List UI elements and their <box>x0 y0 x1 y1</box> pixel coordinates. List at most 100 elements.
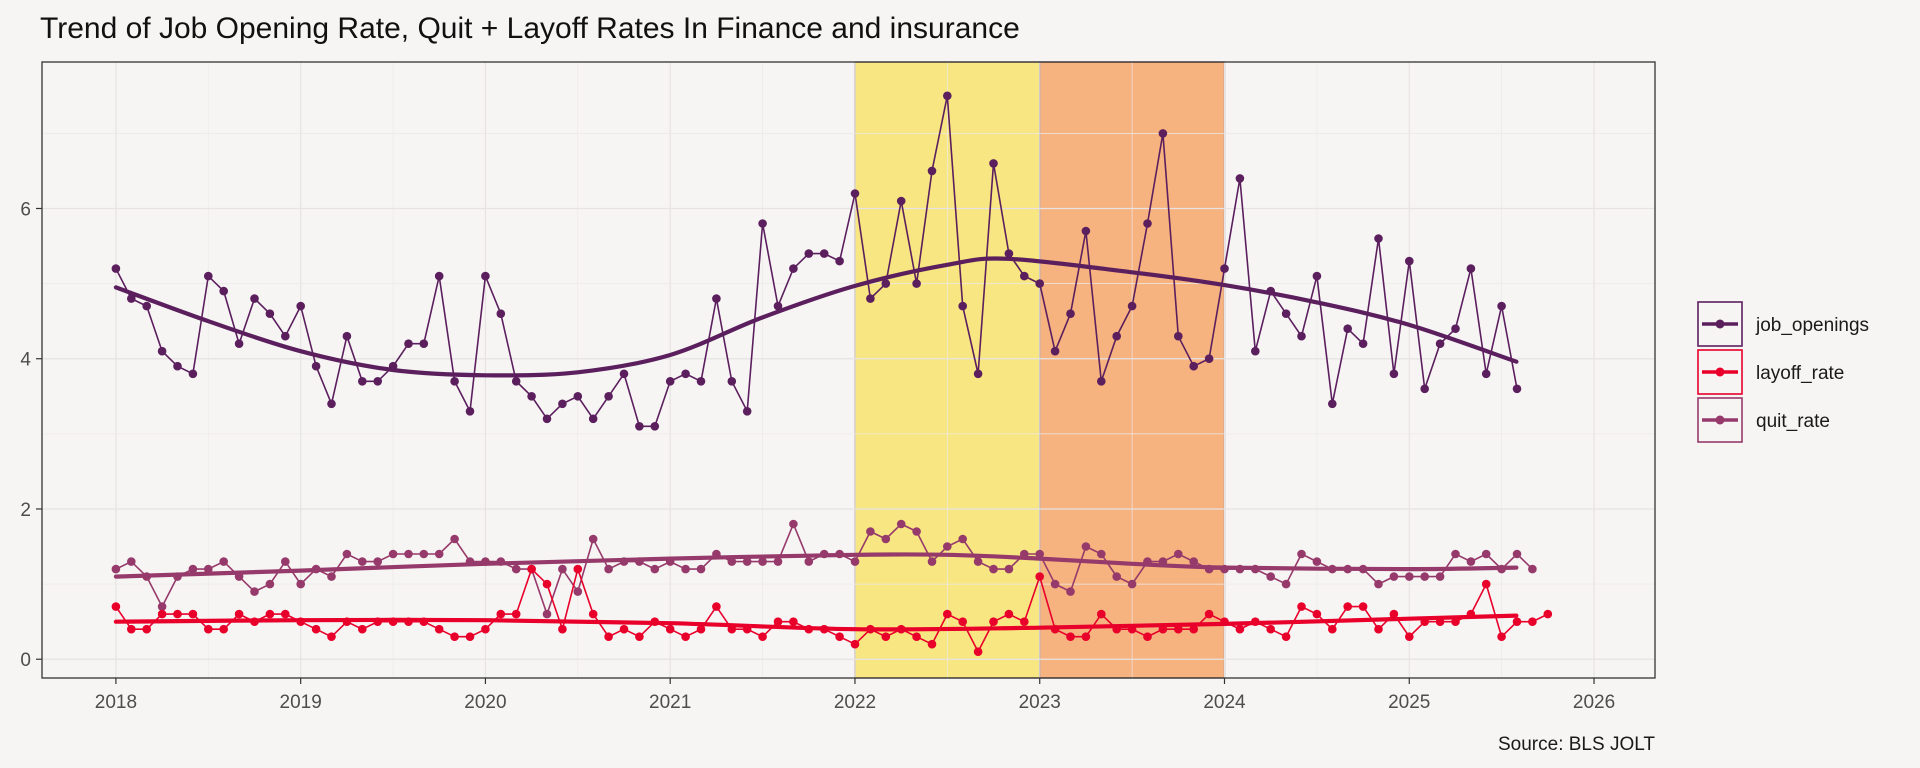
data-point-layoff_rate <box>989 617 998 626</box>
data-point-layoff_rate <box>973 647 983 656</box>
data-point-quit_rate <box>681 564 690 574</box>
x-tick-label: 2023 <box>1019 692 1061 713</box>
data-point-job_openings <box>1328 399 1337 409</box>
data-point-job_openings <box>881 279 891 288</box>
data-point-job_openings <box>296 301 306 311</box>
data-point-job_openings <box>173 361 182 371</box>
data-point-job_openings <box>850 189 860 198</box>
data-point-quit_rate <box>1081 542 1091 551</box>
data-point-quit_rate <box>1035 549 1044 559</box>
x-tick-label: 2025 <box>1388 692 1430 713</box>
data-point-quit_rate <box>265 579 275 589</box>
data-point-layoff_rate <box>1235 624 1245 634</box>
data-point-job_openings <box>819 249 829 258</box>
data-point-quit_rate <box>373 557 383 566</box>
data-point-layoff_rate <box>681 632 690 641</box>
data-point-layoff_rate <box>111 602 121 611</box>
data-point-layoff_rate <box>157 609 167 619</box>
data-point-layoff_rate <box>142 624 151 634</box>
series-line-job_openings <box>115 95 1518 428</box>
data-point-layoff_rate <box>1528 617 1537 626</box>
data-point-layoff_rate <box>1035 572 1044 581</box>
y-tick-label: 6 <box>20 199 31 220</box>
data-point-quit_rate <box>1189 557 1198 566</box>
data-point-quit_rate <box>296 579 306 589</box>
data-point-job_openings <box>1358 339 1368 349</box>
data-point-job_openings <box>127 294 136 303</box>
data-point-quit_rate <box>1466 557 1476 566</box>
data-point-layoff_rate <box>1281 632 1291 641</box>
legend-item-job_openings: job_openings <box>1697 301 1869 347</box>
data-point-job_openings <box>712 294 721 303</box>
legend-label: quit_rate <box>1756 411 1830 432</box>
data-point-job_openings <box>1174 331 1183 341</box>
data-point-layoff_rate <box>188 609 198 619</box>
data-point-layoff_rate <box>958 617 967 626</box>
legend-label: layoff_rate <box>1756 363 1844 384</box>
data-point-layoff_rate <box>265 609 275 619</box>
data-point-job_openings <box>896 196 906 206</box>
data-point-quit_rate <box>850 557 860 566</box>
data-point-quit_rate <box>419 549 429 559</box>
data-point-quit_rate <box>1451 549 1460 559</box>
data-point-layoff_rate <box>635 632 644 641</box>
data-point-quit_rate <box>1420 572 1429 581</box>
data-point-job_openings <box>681 369 690 379</box>
y-tick-label: 2 <box>20 500 31 521</box>
data-point-layoff_rate <box>619 624 629 634</box>
data-point-job_openings <box>404 339 413 349</box>
data-point-quit_rate <box>1528 564 1537 574</box>
data-point-job_openings <box>542 414 552 424</box>
data-point-quit_rate <box>219 557 228 566</box>
data-point-quit_rate <box>881 534 891 544</box>
data-point-job_openings <box>619 369 629 379</box>
data-point-job_openings <box>527 392 536 401</box>
data-point-quit_rate <box>989 564 998 574</box>
data-point-job_openings <box>1050 346 1060 356</box>
data-point-layoff_rate <box>1312 609 1322 619</box>
data-point-job_openings <box>773 301 783 311</box>
data-point-quit_rate <box>188 564 198 574</box>
data-point-layoff_rate <box>712 602 721 611</box>
data-point-job_openings <box>1420 384 1429 394</box>
data-point-job_openings <box>1204 354 1214 364</box>
data-point-layoff_rate <box>789 617 798 626</box>
chart-title: Trend of Job Opening Rate, Quit + Layoff… <box>40 12 1020 45</box>
chart-caption: Source: BLS JOLT <box>1498 734 1655 755</box>
data-point-quit_rate <box>1405 572 1414 581</box>
data-point-job_openings <box>342 331 352 341</box>
data-point-layoff_rate <box>204 624 213 634</box>
data-point-quit_rate <box>789 519 798 529</box>
data-point-layoff_rate <box>1343 602 1352 611</box>
data-point-job_openings <box>1189 361 1198 371</box>
data-point-layoff_rate <box>465 632 475 641</box>
data-point-quit_rate <box>1050 579 1060 589</box>
data-point-quit_rate <box>358 557 367 566</box>
data-point-job_openings <box>234 339 244 349</box>
data-point-layoff_rate <box>1297 602 1306 611</box>
data-point-layoff_rate <box>1451 617 1460 626</box>
data-point-quit_rate <box>388 549 398 559</box>
data-point-job_openings <box>958 301 967 311</box>
data-point-layoff_rate <box>850 639 860 649</box>
x-tick-label: 2019 <box>280 692 322 713</box>
data-point-job_openings <box>250 294 259 303</box>
legend-label: job_openings <box>1755 315 1869 336</box>
data-point-job_openings <box>1066 309 1075 319</box>
trend-line-quit_rate <box>113 552 1519 579</box>
data-point-job_openings <box>450 377 459 386</box>
data-point-quit_rate <box>281 557 290 566</box>
data-point-quit_rate <box>758 557 767 566</box>
data-point-job_openings <box>142 301 151 311</box>
data-point-quit_rate <box>927 557 937 566</box>
data-point-quit_rate <box>1389 572 1399 581</box>
data-point-quit_rate <box>1312 557 1322 566</box>
x-tick-label: 2018 <box>95 692 137 713</box>
data-point-job_openings <box>1435 339 1445 349</box>
data-point-quit_rate <box>1004 564 1014 574</box>
data-point-job_openings <box>943 91 952 101</box>
x-tick-label: 2020 <box>464 692 506 713</box>
data-point-layoff_rate <box>1143 632 1152 641</box>
data-point-quit_rate <box>650 564 660 574</box>
data-point-job_openings <box>1389 369 1399 379</box>
